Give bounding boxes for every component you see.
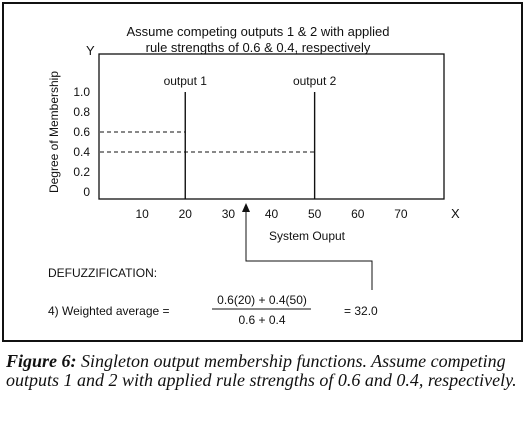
y-tick-labels: 1.0 0.8 0.6 0.4 0.2 0 — [73, 85, 90, 199]
y-axis-title: Degree of Membership — [47, 71, 61, 193]
singleton-label: output 2 — [293, 74, 337, 88]
x-tick-label: 40 — [265, 207, 279, 221]
x-tick-labels: 10 20 30 40 50 60 70 — [135, 207, 407, 221]
x-axis-title: System Ouput — [269, 229, 346, 243]
annotation-line-2: rule strengths of 0.6 & 0.4, respectivel… — [146, 40, 371, 55]
defuzz-heading: DEFUZZIFICATION: — [48, 266, 157, 280]
caption-label: Figure 6: — [6, 351, 77, 371]
x-tick-label: 50 — [308, 207, 322, 221]
x-tick-label: 30 — [222, 207, 236, 221]
y-tick-label: 1.0 — [73, 85, 90, 99]
x-tick-label: 70 — [394, 207, 408, 221]
x-tick-label: 60 — [351, 207, 365, 221]
formula-denominator: 0.6 + 0.4 — [238, 313, 285, 327]
y-tick-label: 0.8 — [73, 105, 90, 119]
y-axis-letter: Y — [86, 43, 95, 58]
caption-text: Singleton output membership functions. A… — [6, 351, 517, 390]
y-tick-label: 0.2 — [73, 165, 90, 179]
x-axis-letter: X — [451, 206, 460, 221]
singleton-label: output 1 — [164, 74, 208, 88]
figure-caption: Figure 6: Singleton output membership fu… — [6, 352, 522, 390]
result-pointer — [245, 207, 373, 290]
chart-marks: output 1 output 2 — [100, 74, 337, 199]
result-arrow-head — [242, 203, 250, 212]
formula-numerator: 0.6(20) + 0.4(50) — [217, 293, 307, 307]
defuzz-step: 4) Weighted average = — [48, 304, 170, 318]
plot-area — [98, 53, 445, 200]
annotation-line-1: Assume competing outputs 1 & 2 with appl… — [126, 24, 389, 39]
y-tick-label: 0 — [83, 185, 90, 199]
x-tick-label: 10 — [135, 207, 149, 221]
y-tick-label: 0.4 — [73, 145, 90, 159]
y-tick-label: 0.6 — [73, 125, 90, 139]
formula-result: = 32.0 — [344, 304, 378, 318]
x-tick-label: 20 — [179, 207, 193, 221]
figure-frame — [2, 2, 523, 342]
